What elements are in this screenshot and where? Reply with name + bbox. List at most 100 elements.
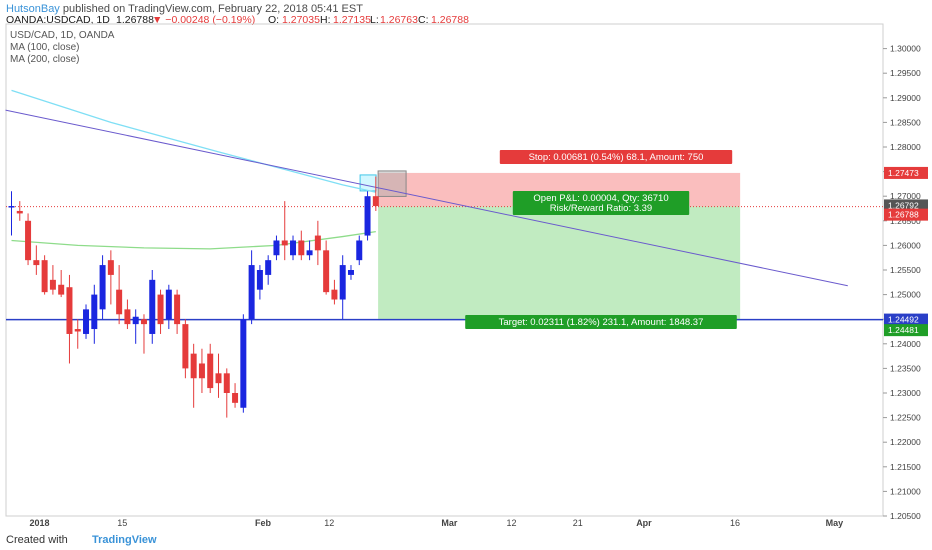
candle-body	[223, 373, 230, 393]
close-value: 1.26788	[431, 14, 469, 26]
low-label: L:	[370, 14, 379, 26]
candle-body	[190, 353, 197, 379]
price-tag	[884, 313, 928, 326]
y-tick-label: 1.22500	[890, 413, 921, 423]
legend-ma200[interactable]: MA (200, close)	[10, 54, 80, 65]
x-tick-label: 16	[730, 518, 740, 528]
x-tick-label: 15	[117, 518, 127, 528]
legend-ma100[interactable]: MA (100, close)	[10, 42, 80, 53]
target-label-box	[465, 315, 737, 329]
publish-line: HutsonBay published on TradingView.com, …	[6, 3, 363, 15]
candle-body	[281, 240, 288, 246]
candle-body	[347, 270, 354, 275]
y-tick-label: 1.23500	[890, 363, 921, 373]
y-tick-label: 1.26500	[890, 216, 921, 226]
candle-body	[74, 329, 81, 332]
price-tag-text: 1.24481	[888, 325, 919, 335]
candle-body	[107, 260, 114, 275]
candle-body	[198, 363, 205, 379]
open-value: 1.27035	[282, 14, 320, 26]
y-tick-label: 1.20500	[890, 511, 921, 521]
candle-body	[256, 270, 263, 290]
candle-body	[66, 287, 73, 334]
price-tag	[884, 324, 928, 337]
candle-body	[273, 240, 280, 256]
candle-body	[16, 210, 23, 214]
open-label: O:	[268, 14, 280, 26]
x-tick-label: 2018	[29, 518, 49, 528]
symbol-bar: OANDA:USDCAD, 1D 1.26788 ▼ −0.00248 (−0.…	[0, 14, 932, 30]
candle-body	[182, 324, 189, 369]
stop-label-box	[499, 150, 733, 164]
entry-highlight-box	[359, 174, 377, 192]
y-tick-label: 1.29000	[890, 93, 921, 103]
x-tick-label: Mar	[441, 518, 458, 528]
author-link[interactable]: HutsonBay	[6, 3, 60, 15]
high-value: 1.27135	[333, 14, 371, 26]
candle-body	[174, 294, 181, 325]
y-tick-label: 1.25000	[890, 290, 921, 300]
candle-body	[323, 250, 330, 293]
y-tick-label: 1.22000	[890, 437, 921, 447]
candle-body	[140, 319, 147, 325]
low-value: 1.26763	[380, 14, 418, 26]
candle-body	[157, 294, 164, 325]
pnl-label-text: Risk/Reward Ratio: 3.39	[550, 203, 652, 214]
y-tick-label: 1.28000	[890, 142, 921, 152]
candle-body	[215, 373, 222, 384]
y-tick-label: 1.26000	[890, 240, 921, 250]
target-zone	[378, 206, 741, 321]
publish-header: HutsonBay published on TradingView.com, …	[0, 0, 932, 22]
y-tick-label: 1.30000	[890, 44, 921, 54]
candle-body	[41, 260, 48, 293]
candle-body	[58, 284, 65, 295]
candle-body	[49, 279, 56, 290]
x-tick-label: 12	[324, 518, 334, 528]
last-price: 1.26788	[116, 14, 154, 26]
ma100-line	[11, 89, 376, 193]
y-tick-label: 1.21000	[890, 486, 921, 496]
pnl-label-box	[512, 191, 690, 215]
y-tick-label: 1.25500	[890, 265, 921, 275]
stop-label-text: Stop: 0.00681 (0.54%) 68.1, Amount: 750	[529, 152, 704, 163]
candle-body	[339, 265, 346, 300]
candle-body	[232, 393, 239, 403]
high-label: H:	[320, 14, 331, 26]
candle-body	[265, 260, 272, 275]
pnl-label-text: Open P&L: 0.00004, Qty: 36710	[533, 193, 668, 204]
x-tick-label: Feb	[255, 518, 272, 528]
candle-body	[83, 309, 90, 334]
publish-text: published on TradingView.com, February 2…	[62, 3, 363, 15]
candle-body	[240, 319, 247, 408]
candle-body	[306, 250, 313, 256]
symbol-name: OANDA:USDCAD, 1D	[6, 14, 110, 26]
price-tag-text: 1.24492	[888, 315, 919, 325]
candle-body	[165, 289, 172, 320]
candle-body	[298, 240, 305, 256]
candle-body	[124, 309, 131, 325]
candle-body	[132, 316, 139, 325]
x-tick-label: Apr	[636, 518, 652, 528]
candle-body	[33, 260, 40, 266]
candle-body	[99, 265, 106, 310]
price-tag-text: 1.27473	[888, 168, 919, 178]
candle-body	[314, 235, 321, 251]
price-change: ▼ −0.00248 (−0.19%)	[152, 14, 256, 26]
y-tick-label: 1.24000	[890, 339, 921, 349]
y-tick-label: 1.23000	[890, 388, 921, 398]
price-tag	[884, 208, 928, 221]
created-with-label: Created with	[6, 534, 68, 546]
y-tick-label: 1.28500	[890, 117, 921, 127]
candle-body	[290, 240, 297, 256]
price-tag-text: 1.26792	[888, 200, 919, 210]
candle-body	[372, 196, 379, 207]
candle-body	[91, 294, 98, 330]
candle-body	[25, 220, 32, 261]
target-label-text: Target: 0.02311 (1.82%) 231.1, Amount: 1…	[499, 317, 704, 328]
ma200-line	[11, 230, 376, 250]
tradingview-logo[interactable]: TradingView	[92, 534, 157, 546]
x-tick-label: May	[826, 518, 844, 528]
candle-body	[364, 196, 371, 236]
legend-series[interactable]: USD/CAD, 1D, OANDA	[10, 30, 115, 41]
